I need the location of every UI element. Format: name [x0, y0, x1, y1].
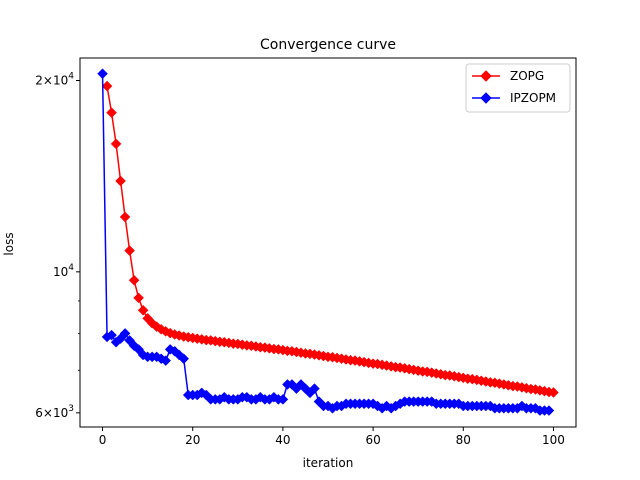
x-tick-label: 0 — [99, 433, 107, 447]
data-point-ipzopm — [97, 68, 108, 80]
data-point-ipzopm — [106, 329, 117, 341]
plot-area — [79, 57, 577, 428]
data-point-ipzopm — [160, 355, 172, 366]
data-point-zopg — [115, 175, 126, 187]
x-tick-label: 20 — [185, 433, 200, 447]
x-axis-label: iteration — [303, 456, 354, 470]
data-point-zopg — [128, 274, 140, 286]
y-tick-label: 104 — [53, 263, 74, 279]
data-point-ipzopm — [543, 405, 555, 416]
y-axis-label: loss — [2, 232, 16, 255]
x-tick-label: 80 — [456, 433, 471, 447]
data-point-zopg — [110, 138, 122, 150]
data-point-zopg — [548, 387, 559, 398]
axes-frame — [79, 57, 577, 428]
legend: ZOPG IPZOPM — [465, 63, 571, 113]
data-point-ipzopm — [309, 383, 320, 394]
legend-label: IPZOPM — [510, 91, 556, 105]
legend-label: ZOPG — [510, 69, 544, 83]
x-axis: 0 20 40 60 80 100 — [99, 427, 565, 447]
data-point-zopg — [133, 292, 144, 304]
legend-marker — [480, 70, 492, 82]
series-layer — [97, 68, 559, 416]
series-ipzopm — [97, 68, 555, 416]
data-point-zopg — [137, 304, 149, 316]
x-tick-label: 40 — [275, 433, 290, 447]
data-point-zopg — [101, 80, 113, 92]
data-point-zopg — [106, 107, 117, 119]
series-zopg — [101, 80, 559, 398]
data-point-zopg — [124, 245, 135, 256]
data-point-ipzopm — [277, 394, 289, 405]
data-point-zopg — [119, 211, 131, 223]
chart-title: Convergence curve — [260, 37, 396, 53]
data-point-ipzopm — [178, 353, 190, 365]
y-tick-label: 2×104 — [35, 72, 74, 88]
y-tick-label: 6×103 — [35, 404, 74, 420]
x-tick-label: 60 — [365, 433, 380, 447]
legend-item-zopg: ZOPG — [472, 69, 544, 83]
data-point-ipzopm — [119, 328, 131, 339]
legend-marker — [480, 92, 492, 104]
y-axis: 2×104 104 6×103 — [35, 72, 80, 420]
x-tick-label: 100 — [542, 433, 565, 447]
legend-item-ipzopm: IPZOPM — [472, 91, 556, 105]
